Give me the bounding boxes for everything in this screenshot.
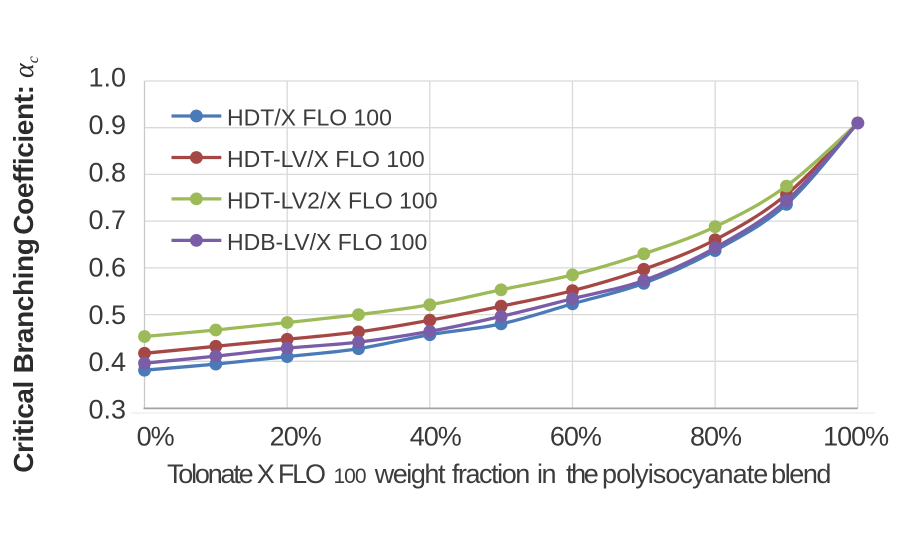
svg-text:0.3: 0.3 — [88, 395, 126, 425]
svg-text:HDT-LV2/X FLO 100: HDT-LV2/X FLO 100 — [227, 187, 438, 213]
svg-text:100: 100 — [334, 465, 366, 488]
svg-text:100%: 100% — [823, 421, 889, 451]
svg-text:Coefficient:: Coefficient: — [8, 85, 39, 234]
svg-text:1.0: 1.0 — [88, 62, 126, 92]
svg-text:the: the — [566, 459, 598, 489]
svg-text:blend: blend — [771, 459, 830, 489]
svg-text:20%: 20% — [270, 421, 322, 451]
svg-text:80%: 80% — [690, 421, 742, 451]
svg-text:in: in — [537, 459, 556, 489]
svg-text:0.7: 0.7 — [88, 205, 126, 235]
svg-text:weight: weight — [374, 459, 446, 489]
svg-text:HDT-LV/X FLO 100: HDT-LV/X FLO 100 — [227, 146, 425, 172]
svg-text:0%: 0% — [137, 421, 175, 451]
svg-text:HDT/X FLO 100: HDT/X FLO 100 — [227, 105, 392, 131]
svg-text:40%: 40% — [410, 421, 462, 451]
svg-text:Critical: Critical — [8, 381, 39, 473]
svg-text:polyisocyanate: polyisocyanate — [602, 459, 767, 489]
svg-text:Branching: Branching — [8, 239, 39, 374]
svg-text:0.4: 0.4 — [88, 347, 126, 377]
svg-text:0.8: 0.8 — [88, 157, 126, 187]
svg-text:fraction: fraction — [452, 459, 529, 489]
svg-text:0.5: 0.5 — [88, 300, 126, 330]
svg-text:60%: 60% — [550, 421, 602, 451]
svg-text:HDB-LV/X FLO 100: HDB-LV/X FLO 100 — [227, 229, 427, 255]
svg-text:0.9: 0.9 — [88, 110, 126, 140]
svg-text:Tolonate X FLO: Tolonate X FLO — [167, 459, 325, 489]
svg-text:αc: αc — [9, 56, 42, 78]
svg-text:0.6: 0.6 — [88, 252, 126, 282]
